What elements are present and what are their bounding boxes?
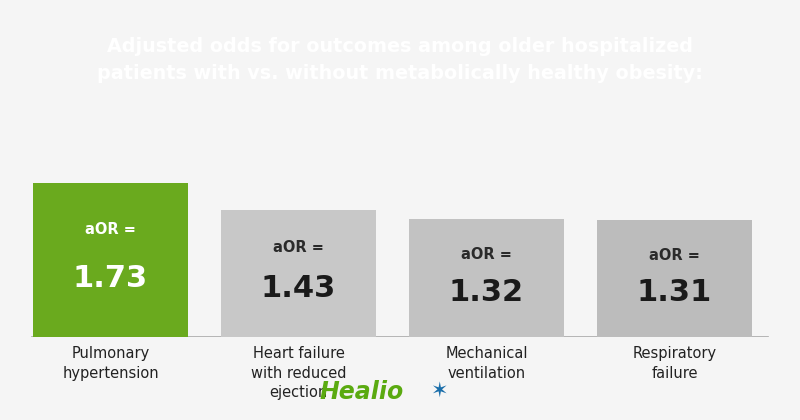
Text: aOR =: aOR = [649, 248, 700, 263]
Text: Adjusted odds for outcomes among older hospitalized
patients with vs. without me: Adjusted odds for outcomes among older h… [97, 37, 703, 83]
Bar [410, 220, 563, 337]
Bar [222, 210, 375, 337]
Text: Mechanical
ventilation: Mechanical ventilation [446, 346, 528, 381]
Bar [34, 183, 187, 337]
Bar [598, 220, 751, 337]
Text: 1.43: 1.43 [261, 274, 336, 303]
Text: aOR =: aOR = [85, 222, 136, 237]
Text: aOR =: aOR = [273, 241, 324, 255]
Text: Healio: Healio [319, 380, 404, 404]
Text: 1.31: 1.31 [637, 278, 712, 307]
Text: Respiratory
failure: Respiratory failure [633, 346, 717, 381]
Text: 1.32: 1.32 [449, 278, 524, 307]
Text: aOR =: aOR = [461, 247, 512, 262]
Text: Heart failure
with reduced
ejection: Heart failure with reduced ejection [250, 346, 346, 400]
Text: ✶: ✶ [430, 381, 447, 401]
Text: Pulmonary
hypertension: Pulmonary hypertension [62, 346, 158, 381]
Text: 1.73: 1.73 [73, 264, 148, 293]
